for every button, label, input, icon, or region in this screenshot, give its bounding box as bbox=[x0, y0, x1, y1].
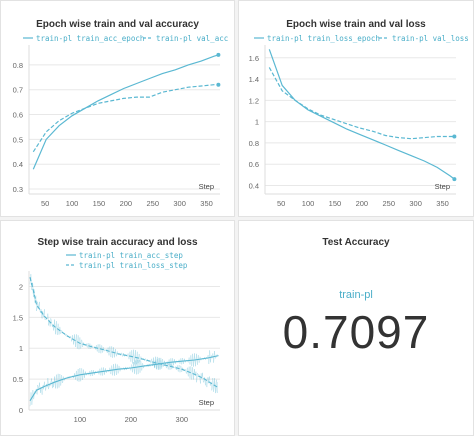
loss-xtick-label: 100 bbox=[302, 199, 315, 208]
step-ytick-label: 1.5 bbox=[13, 313, 23, 322]
step-panel: Step wise train accuracy and loss 0 0.5 1 1… bbox=[0, 220, 235, 436]
accuracy-ytick-label: 0.3 bbox=[13, 185, 23, 194]
accuracy-ytick-label: 0.5 bbox=[13, 135, 23, 144]
loss-data-point bbox=[452, 134, 457, 139]
step-legend-label: train-pl train_loss_step bbox=[79, 261, 188, 270]
accuracy-xtick-label: 200 bbox=[120, 199, 133, 208]
loss-ytick-label: 1.4 bbox=[249, 75, 259, 84]
test-accuracy-value: 0.7097 bbox=[282, 306, 430, 358]
loss-panel: Epoch wise train and val loss 0.4 0.6 0.8 1… bbox=[238, 0, 474, 217]
accuracy-panel: Epoch wise train and val accuracy 0.3 0.4… bbox=[0, 0, 235, 217]
step-legend-label: train-pl train_acc_step bbox=[79, 251, 183, 260]
step-xtick-label: 200 bbox=[125, 415, 138, 424]
accuracy-x-axis-label: Step bbox=[199, 182, 214, 191]
accuracy-xtick-label: 150 bbox=[93, 199, 106, 208]
loss-ytick-label: 1.2 bbox=[249, 96, 259, 105]
loss-ytick-label: 0.4 bbox=[249, 181, 259, 190]
accuracy-legend-label: train-pl val_acc bbox=[156, 34, 228, 43]
step-ytick-label: 0.5 bbox=[13, 375, 23, 384]
step-series-line bbox=[29, 355, 219, 401]
accuracy-ytick-label: 0.7 bbox=[13, 86, 23, 95]
accuracy-ytick-label: 0.8 bbox=[13, 61, 23, 70]
loss-xtick-label: 300 bbox=[409, 199, 422, 208]
accuracy-series-line bbox=[32, 84, 219, 153]
step-chart: 0 0.5 1 1.5 2 100 200 300 Step train-pl train_acc… bbox=[13, 251, 220, 424]
test-accuracy-title: Test Accuracy bbox=[322, 237, 390, 248]
loss-x-axis-label: Step bbox=[435, 182, 450, 191]
accuracy-xtick-label: 300 bbox=[173, 199, 186, 208]
step-series-raw-line bbox=[29, 350, 218, 407]
accuracy-xtick-label: 350 bbox=[200, 199, 213, 208]
step-ytick-label: 0 bbox=[19, 406, 23, 415]
loss-series-line bbox=[268, 49, 455, 180]
step-x-axis-label: Step bbox=[199, 398, 214, 407]
step-series-line bbox=[29, 277, 219, 389]
accuracy-data-point bbox=[216, 52, 221, 57]
test-accuracy-panel: Test Accuracy train-pl 0.7097 bbox=[238, 220, 474, 436]
loss-xtick-label: 200 bbox=[356, 199, 369, 208]
loss-ytick-label: 0.8 bbox=[249, 139, 259, 148]
step-chart-title: Step wise train accuracy and loss bbox=[37, 237, 198, 248]
loss-xtick-label: 150 bbox=[329, 199, 342, 208]
accuracy-xtick-label: 250 bbox=[146, 199, 159, 208]
loss-chart: 0.4 0.6 0.8 1 1.2 1.4 1.6 50 100 150 200 250 300 350 S… bbox=[249, 34, 469, 208]
accuracy-legend-label: train-pl train_acc_epoch bbox=[36, 34, 144, 43]
loss-data-point bbox=[452, 177, 457, 182]
loss-legend-label: train-pl train_loss_epoch bbox=[267, 34, 380, 43]
accuracy-chart-title: Epoch wise train and val accuracy bbox=[36, 19, 199, 30]
accuracy-xtick-label: 50 bbox=[41, 199, 49, 208]
loss-ytick-label: 1 bbox=[255, 118, 259, 127]
step-xtick-label: 300 bbox=[176, 415, 189, 424]
accuracy-series-line bbox=[32, 54, 219, 170]
loss-series-line bbox=[268, 67, 455, 140]
test-run-name: train-pl bbox=[339, 289, 373, 301]
step-xtick-label: 100 bbox=[74, 415, 87, 424]
accuracy-chart: 0.3 0.4 0.5 0.6 0.7 0.8 50 100 150 200 250 300 350 St… bbox=[13, 34, 229, 208]
loss-legend-label: train-pl val_loss bbox=[392, 34, 469, 43]
loss-xtick-label: 250 bbox=[382, 199, 395, 208]
step-ytick-label: 1 bbox=[19, 344, 23, 353]
accuracy-xtick-label: 100 bbox=[66, 199, 79, 208]
accuracy-ytick-label: 0.6 bbox=[13, 111, 23, 120]
loss-xtick-label: 50 bbox=[277, 199, 285, 208]
loss-ytick-label: 1.6 bbox=[249, 54, 259, 63]
loss-chart-title: Epoch wise train and val loss bbox=[286, 19, 426, 30]
accuracy-ytick-label: 0.4 bbox=[13, 160, 23, 169]
accuracy-data-point bbox=[216, 82, 221, 87]
loss-xtick-label: 350 bbox=[436, 199, 449, 208]
loss-ytick-label: 0.6 bbox=[249, 160, 259, 169]
step-ytick-label: 2 bbox=[19, 282, 23, 291]
